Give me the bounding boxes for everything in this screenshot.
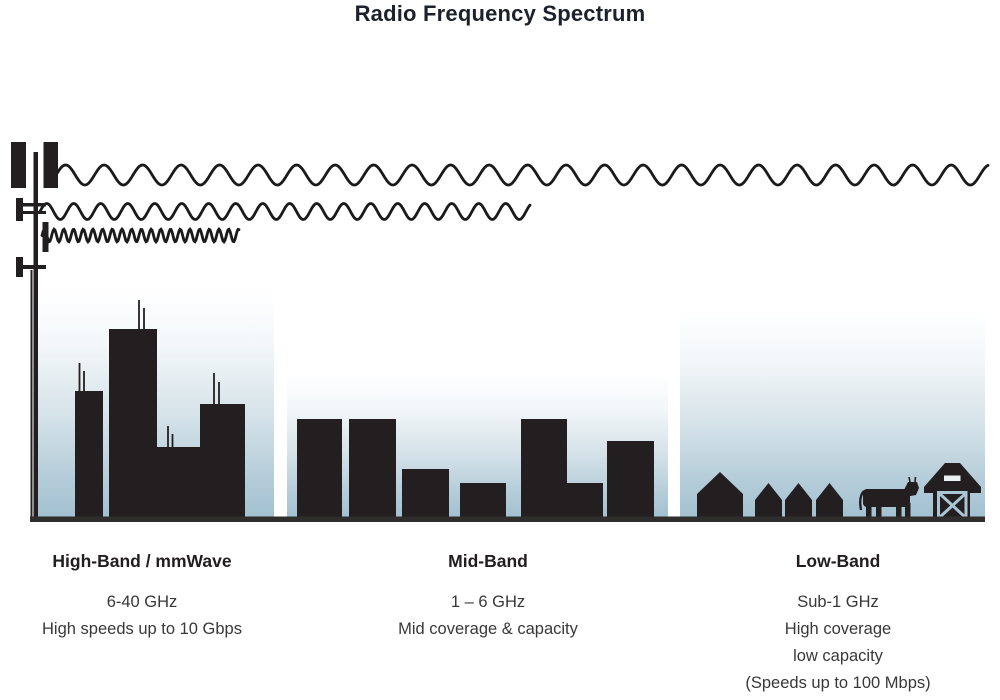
band-label-high: High-Band / mmWave 6-40 GHz High speeds …: [42, 551, 242, 643]
cell-tower-icon: [11, 142, 58, 522]
barn-door: [937, 491, 968, 520]
band-line: High coverage: [784, 620, 892, 638]
house-icon: [755, 483, 782, 519]
rural-scene: [697, 463, 981, 520]
band-label-low: Low-Band Sub-1 GHz High coverage low cap…: [745, 551, 930, 697]
band-line: (Speeds up to 100 Mbps): [745, 674, 931, 692]
band-line: low capacity: [793, 647, 883, 665]
band-line: Mid coverage & capacity: [398, 620, 578, 638]
barn-vent: [944, 475, 961, 481]
band-line: Sub-1 GHz: [797, 593, 879, 611]
band-heading-low: Low-Band: [795, 551, 881, 571]
ground-line: [30, 516, 985, 522]
house-icon: [697, 472, 743, 519]
low-frequency-wave: [54, 163, 990, 187]
band-heading-mid: Mid-Band: [448, 551, 528, 571]
band-heading-high: High-Band / mmWave: [52, 551, 232, 571]
band-description-low: Sub-1 GHz High coverage low capacity (Sp…: [745, 589, 930, 697]
radio-waves: [38, 163, 990, 245]
town-skyline: [297, 419, 654, 519]
mid-frequency-wave: [38, 202, 532, 221]
rooftop-antennas: [78, 300, 220, 447]
band-line: 6-40 GHz: [106, 593, 178, 611]
city-skyline: [75, 300, 245, 519]
high-frequency-wave: [40, 226, 241, 245]
house-icon: [816, 483, 843, 519]
page-title: Radio Frequency Spectrum: [354, 1, 646, 26]
spectrum-graphic: [11, 142, 990, 522]
cow-icon: [859, 476, 919, 518]
band-line: 1 – 6 GHz: [450, 593, 526, 611]
band-line: High speeds up to 10 Gbps: [42, 620, 242, 638]
band-label-mid: Mid-Band 1 – 6 GHz Mid coverage & capaci…: [398, 551, 578, 643]
band-description-mid: 1 – 6 GHz Mid coverage & capacity: [398, 589, 578, 643]
house-icon: [785, 483, 812, 519]
barn-icon: [924, 463, 981, 520]
band-description-high: 6-40 GHz High speeds up to 10 Gbps: [42, 589, 242, 643]
